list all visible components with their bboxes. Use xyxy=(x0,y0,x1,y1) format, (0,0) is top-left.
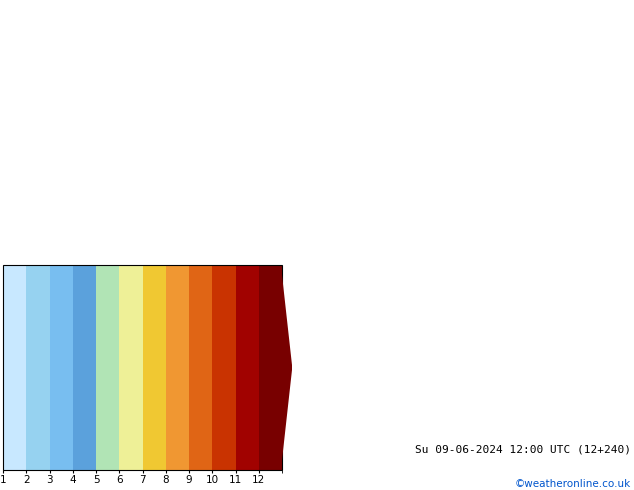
Text: ©weatheronline.co.uk: ©weatheronline.co.uk xyxy=(515,479,631,489)
Text: Su 09-06-2024 12:00 UTC (12+240): Su 09-06-2024 12:00 UTC (12+240) xyxy=(415,445,631,455)
Polygon shape xyxy=(281,265,292,470)
Text: Surface wind (bft)   ECMWF: Surface wind (bft) ECMWF xyxy=(3,446,188,459)
